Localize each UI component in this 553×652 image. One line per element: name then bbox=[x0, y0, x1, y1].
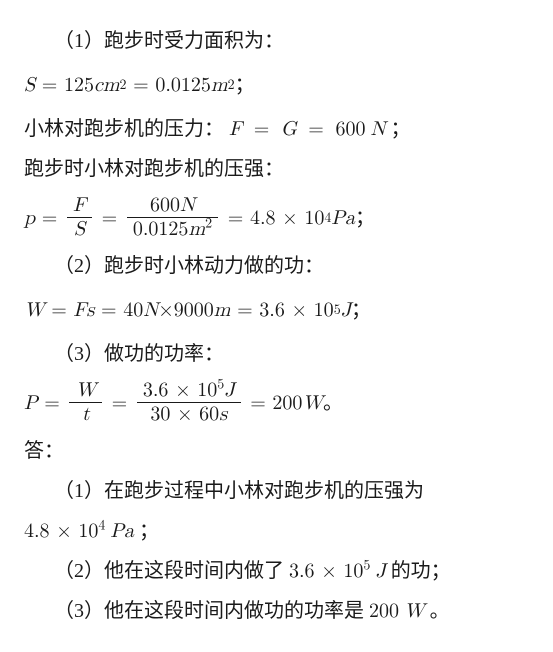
eq-work: W = Fs = 40 N × 9000 m = 3.6 × 105 J ； bbox=[24, 291, 529, 329]
equals: = bbox=[94, 291, 123, 329]
unit-m: m bbox=[214, 291, 231, 329]
frac-F-S: F S bbox=[67, 194, 92, 241]
equals: = bbox=[35, 66, 64, 104]
answer1b: 4.8 × 104 Pa ； bbox=[24, 512, 529, 550]
frac-36e5J: 3.6 × 105J 30 × 60s bbox=[137, 379, 241, 426]
den-00125m2: 0.0125m2 bbox=[127, 218, 218, 241]
var-F: F bbox=[229, 119, 242, 139]
eq-area: S = 125 cm2 = 0.0125 m2 ； bbox=[24, 66, 529, 104]
part2-heading: （2）跑步时小林动力做的功： bbox=[24, 247, 529, 285]
equals: = bbox=[221, 199, 250, 237]
punct: ； bbox=[390, 118, 410, 140]
val-48e4: 4.8 × 10 bbox=[250, 199, 324, 237]
var-W: W bbox=[24, 291, 45, 329]
num-W: W bbox=[69, 379, 102, 403]
val-36e5: 3.6 × 10 bbox=[289, 561, 363, 581]
unit-Pa: Pa bbox=[331, 199, 355, 237]
val-00125: 0.0125 bbox=[155, 66, 211, 104]
part3-heading: （3）做功的功率： bbox=[24, 335, 529, 373]
answer3: （3）他在这段时间内做功的功率是 200 W 。 bbox=[24, 592, 529, 630]
var-p: p bbox=[24, 199, 35, 237]
exp-4: 4 bbox=[98, 518, 105, 532]
equals: = bbox=[95, 199, 124, 237]
answer2-text: （2）他在这段时间内做了 bbox=[54, 560, 284, 582]
val-200: 200 bbox=[272, 384, 302, 422]
unit-m: m bbox=[211, 66, 228, 104]
unit-J: J bbox=[375, 561, 385, 581]
den-S: S bbox=[67, 218, 92, 241]
val-9000: 9000 bbox=[174, 291, 214, 329]
num-600N: 600N bbox=[127, 194, 218, 218]
var-G: G bbox=[281, 119, 297, 139]
answer2: （2）他在这段时间内做了 3.6 × 105 J 的功； bbox=[24, 552, 529, 590]
eq-power: P = W t = 3.6 × 105J 30 × 60s = 200 W 。 bbox=[24, 379, 529, 426]
line-pressure-text: 跑步时小林对跑步机的压强： bbox=[24, 150, 529, 188]
unit-cm: cm bbox=[94, 66, 120, 104]
equals: = bbox=[127, 66, 156, 104]
punct: ； bbox=[139, 520, 159, 542]
part1-heading: （1）跑步时受力面积为： bbox=[24, 22, 529, 60]
frac-W-t: W t bbox=[69, 379, 102, 426]
exp-5: 5 bbox=[363, 558, 370, 572]
answer3-text: （3）他在这段时间内做功的功率是 bbox=[54, 600, 364, 622]
answer2-tail: 的功； bbox=[391, 560, 451, 582]
var-P: P bbox=[24, 384, 38, 422]
val-600: 600 bbox=[335, 119, 365, 139]
text-force: 小林对跑步机的压力： bbox=[24, 118, 224, 140]
den-30x60s: 30 × 60s bbox=[137, 403, 241, 426]
frac-600N: 600N 0.0125m2 bbox=[127, 194, 218, 241]
equals: = bbox=[38, 384, 67, 422]
punct: 。 bbox=[323, 384, 343, 422]
equals: = bbox=[302, 119, 331, 139]
line-force: 小林对跑步机的压力： F = G = 600 N ； bbox=[24, 110, 529, 148]
unit-J: J bbox=[341, 291, 351, 329]
val-36e5: 3.6 × 10 bbox=[259, 291, 333, 329]
var-S: S bbox=[24, 66, 35, 104]
punct: ； bbox=[351, 291, 371, 329]
times: × bbox=[158, 291, 174, 329]
val-125: 125 bbox=[64, 66, 94, 104]
answer-label: 答： bbox=[24, 432, 529, 470]
equals: = bbox=[45, 291, 74, 329]
equals: = bbox=[230, 291, 259, 329]
equals: = bbox=[35, 199, 64, 237]
unit-N: N bbox=[370, 119, 385, 139]
val-200: 200 bbox=[369, 601, 399, 621]
den-t: t bbox=[69, 403, 102, 426]
unit-W: W bbox=[302, 384, 323, 422]
equals: = bbox=[105, 384, 134, 422]
num-F: F bbox=[67, 194, 92, 218]
val-48e4: 4.8 × 10 bbox=[24, 521, 98, 541]
unit-N: N bbox=[143, 291, 158, 329]
answer3-tail: 。 bbox=[430, 600, 450, 622]
eq-pressure: p = F S = 600N 0.0125m2 = 4.8 × 104 Pa ； bbox=[24, 194, 529, 241]
unit-W: W bbox=[404, 601, 425, 621]
equals: = bbox=[244, 384, 273, 422]
var-Fs: Fs bbox=[73, 291, 94, 329]
unit-Pa: Pa bbox=[110, 521, 134, 541]
equals: = bbox=[247, 119, 276, 139]
punct: ； bbox=[235, 66, 255, 104]
answer1a: （1）在跑步过程中小林对跑步机的压强为 bbox=[24, 472, 529, 510]
val-40: 40 bbox=[123, 291, 143, 329]
num-36e5J: 3.6 × 105J bbox=[137, 379, 241, 403]
punct: ； bbox=[355, 199, 375, 237]
